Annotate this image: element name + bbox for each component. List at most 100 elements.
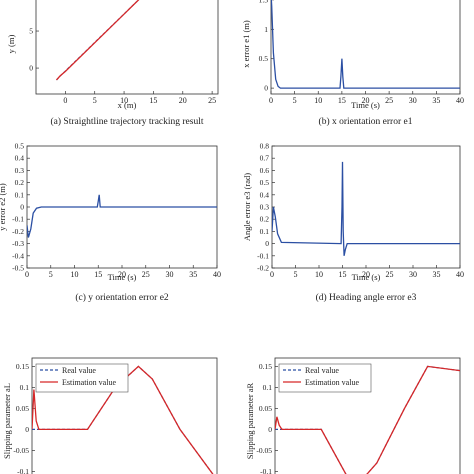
x-tick-label: 25: [142, 270, 150, 279]
legend-label: Real value: [62, 366, 96, 375]
y-tick-label: 0: [268, 425, 272, 434]
x-tick-label: 25: [208, 96, 216, 105]
plot-frame: [35, 0, 219, 95]
series-line-estimation-value: [32, 365, 214, 474]
y-tick-label: 0.3: [260, 203, 270, 212]
y-tick-label: -0.2: [12, 227, 24, 236]
x-axis-label: Time (s): [108, 272, 137, 282]
y-axis-label: Angle error e3 (rad): [242, 173, 252, 241]
y-tick-label: 0.5: [15, 142, 25, 151]
x-tick-label: 30: [166, 270, 174, 279]
x-tick-label: 35: [433, 270, 441, 279]
y-tick-label: 0.1: [15, 190, 25, 199]
x-tick-label: 40: [456, 270, 464, 279]
x-tick-label: 15: [339, 270, 347, 279]
x-tick-label: 40: [213, 270, 221, 279]
y-tick-label: 0.1: [20, 383, 30, 392]
legend-label: Real value: [305, 366, 339, 375]
y-tick-label: 5: [29, 27, 33, 36]
y-tick-label: 0.1: [260, 227, 270, 236]
chart-caption: (a) Straightline trajectory tracking res…: [51, 116, 204, 127]
chart-f: -0.1 -0.05 0 0.05 0.1 0.15 Slipping parameter …: [245, 357, 461, 474]
y-axis-label: y error e2 (m): [0, 183, 7, 231]
y-tick-label: 0: [25, 425, 29, 434]
x-axis-label: Time (s): [351, 100, 380, 110]
y-tick-label: 0.1: [263, 383, 273, 392]
y-tick-label: 0.05: [16, 404, 29, 413]
chart-e: -0.1 -0.05 0 0.05 0.1 0.15 Slipping parameter …: [2, 357, 218, 474]
y-axis-label: x error e1 (m): [241, 20, 251, 68]
y-tick-label: 0.05: [259, 404, 272, 413]
x-tick-label: 30: [409, 96, 417, 105]
x-tick-label: 20: [362, 270, 370, 279]
x-axis-label: Time (s): [352, 272, 381, 282]
y-tick-label: 0.7: [260, 154, 270, 163]
x-tick-label: 10: [314, 96, 322, 105]
y-tick-label: 1.5: [259, 0, 269, 4]
legend-box: [278, 363, 372, 393]
series-line-0: [272, 161, 460, 256]
y-tick-label: -0.4: [12, 251, 24, 260]
x-tick-label: 5: [293, 96, 297, 105]
y-tick-label: -0.3: [12, 239, 24, 248]
y-tick-label: 0: [265, 239, 269, 248]
x-tick-label: 5: [93, 96, 97, 105]
y-tick-label: 0.15: [259, 362, 272, 371]
series-line-estimation-value: [275, 365, 460, 474]
x-tick-label: 15: [94, 270, 102, 279]
x-tick-label: 25: [385, 96, 393, 105]
y-tick-label: -0.5: [12, 264, 24, 273]
x-tick-label: 15: [149, 96, 157, 105]
x-tick-label: 35: [432, 96, 440, 105]
x-tick-label: 5: [294, 270, 298, 279]
plot-frame: [274, 357, 461, 474]
y-tick-label: 0.2: [15, 178, 25, 187]
y-tick-label: 1: [264, 25, 268, 34]
chart-b: 0 5 10 15 20 25 30 35 40 0 0.5 1 1.5 Time (s) x error …: [241, 0, 464, 127]
x-axis-label: x (m): [118, 100, 137, 110]
chart-d: 0 5 10 15 20 25 30 35 40 -0.2 -0.1 0 0.1 0.2 0.3 0.4 0.5…: [242, 142, 464, 304]
x-tick-label: 20: [118, 270, 126, 279]
chart-a: 0 5 10 15 20 25 0 5 x (m) y (m) (a) Straightline t…: [6, 0, 219, 127]
x-tick-label: 35: [189, 270, 197, 279]
y-axis-label: Slipping parameter aL: [2, 383, 12, 459]
series-line-0: [271, 0, 460, 89]
series-line-0: [27, 194, 217, 238]
y-tick-label: -0.1: [17, 467, 29, 474]
x-tick-label: 20: [179, 96, 187, 105]
y-tick-label: 0.4: [260, 190, 270, 199]
y-tick-label: -0.1: [257, 251, 269, 260]
chart-caption: (b) x orientation error e1: [319, 116, 413, 127]
chart-caption: (c) y orientation error e2: [75, 292, 169, 303]
y-tick-label: 0.4: [15, 154, 25, 163]
x-tick-label: 5: [49, 270, 53, 279]
y-tick-label: -0.1: [12, 215, 24, 224]
x-tick-label: 10: [120, 96, 128, 105]
y-tick-label: -0.1: [260, 467, 272, 474]
legend-label: Estimation value: [62, 378, 116, 387]
chart-caption: (d) Heading angle error e3: [316, 292, 417, 303]
y-tick-label: -0.05: [13, 446, 29, 455]
y-tick-label: 0.6: [260, 166, 270, 175]
x-tick-label: 15: [338, 96, 346, 105]
x-tick-label: 10: [315, 270, 323, 279]
y-tick-label: 0.5: [260, 178, 270, 187]
series-line-1: [56, 0, 140, 81]
legend-label: Estimation value: [305, 378, 359, 387]
x-tick-label: 40: [456, 96, 464, 105]
legend-box: [35, 363, 129, 393]
y-tick-label: 0: [29, 64, 33, 73]
x-tick-label: 0: [63, 96, 67, 105]
x-tick-label: 0: [269, 96, 273, 105]
y-tick-label: 0.5: [259, 54, 269, 63]
chart-c: 0 5 10 15 20 25 30 35 40 -0.5 -0.4 -0.3 -0.2 -0.1 0 0.1…: [0, 142, 221, 304]
x-tick-label: 0: [270, 270, 274, 279]
x-tick-label: 0: [25, 270, 29, 279]
y-tick-label: -0.2: [257, 264, 269, 273]
y-axis-label: Slipping parameter aR: [245, 382, 255, 459]
plot-frame: [270, 0, 461, 95]
x-tick-label: 20: [362, 96, 370, 105]
x-tick-label: 25: [386, 270, 394, 279]
y-tick-label: 0.3: [15, 166, 25, 175]
